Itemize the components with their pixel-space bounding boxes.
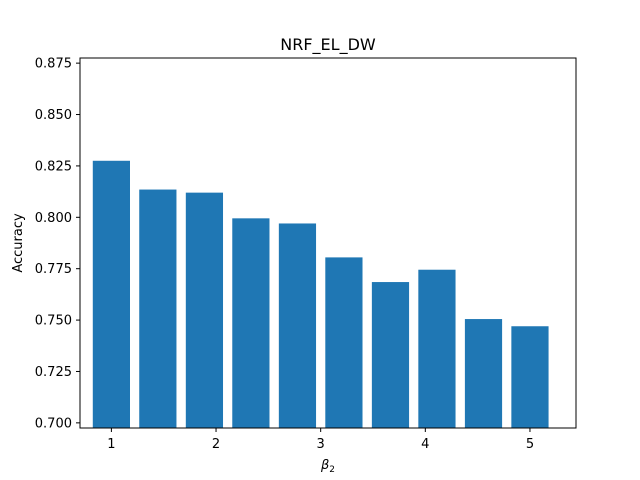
bar-8 <box>418 269 456 428</box>
bar-7 <box>371 282 410 428</box>
bar-4 <box>232 218 270 428</box>
bar-3 <box>185 192 224 428</box>
y-axis-ticks: 0.700 0.725 0.750 0.775 0.800 0.825 0.850 0.875 <box>35 57 80 431</box>
x-axis-label: β2 <box>320 458 335 475</box>
bar-2 <box>139 189 177 428</box>
chart-title: NRF_EL_DW <box>280 35 376 55</box>
y-tick-label: 0.725 <box>35 365 72 380</box>
x-tick-label: 3 <box>317 437 325 452</box>
x-tick-label: 5 <box>526 437 534 452</box>
plot-frame <box>79 57 577 429</box>
bar-1 <box>92 160 130 428</box>
y-tick-label: 0.775 <box>35 262 72 277</box>
x-tick-label: 2 <box>212 437 220 452</box>
y-tick-label: 0.850 <box>35 108 72 123</box>
bar-9 <box>464 319 503 428</box>
y-tick-label: 0.875 <box>35 57 72 72</box>
bar-10 <box>511 326 549 428</box>
bars-group <box>92 160 549 428</box>
y-tick-label: 0.750 <box>35 314 72 329</box>
y-tick-label: 0.700 <box>35 416 72 431</box>
bar-6 <box>325 257 363 428</box>
x-axis-label-main: β <box>320 458 329 473</box>
x-axis-label-subscript: 2 <box>329 465 335 475</box>
x-tick-label: 1 <box>107 437 115 452</box>
bar-5 <box>278 223 317 428</box>
y-tick-label: 0.825 <box>35 159 72 174</box>
x-tick-label: 4 <box>421 437 429 452</box>
y-tick-label: 0.800 <box>35 211 72 226</box>
x-axis-ticks: 1 2 3 4 5 <box>107 428 534 452</box>
y-axis-label: Accuracy <box>11 213 26 273</box>
